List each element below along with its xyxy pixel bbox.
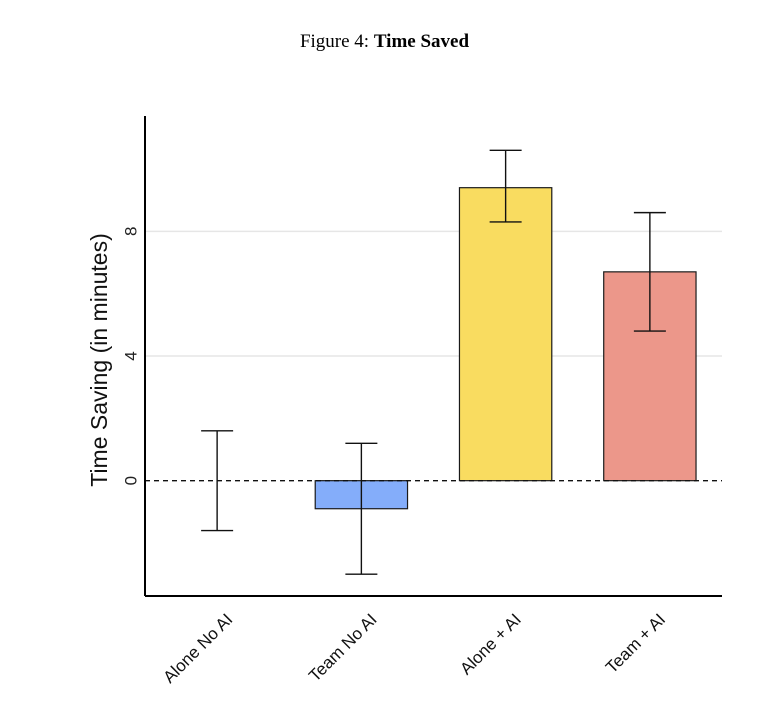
x-category-label-2: Alone + AI [456, 610, 525, 679]
y-tick-label-0: 0 [122, 476, 141, 485]
axis-layer [144, 116, 722, 597]
bar-2 [458, 187, 553, 482]
tick-layer: 0 4 8 [122, 227, 141, 486]
y-tick-label-4: 4 [122, 351, 141, 360]
y-tick-label-8: 8 [122, 227, 141, 236]
bar-layer [314, 187, 697, 510]
figure-caption: Figure 4: Time Saved [0, 31, 769, 53]
caption-prefix: Figure 4: [299, 31, 370, 52]
error-bar-layer [201, 149, 666, 575]
x-category-label-3: Team + AI [602, 610, 669, 677]
category-label-layer: Alone No AI Team No AI Alone + AI Team + AI [160, 610, 670, 687]
y-axis-title: Time Saving (in minutes) [86, 233, 112, 487]
x-category-label-1: Team No AI [305, 610, 381, 686]
x-category-label-0: Alone No AI [160, 610, 237, 687]
caption-title: Time Saved [373, 31, 470, 52]
